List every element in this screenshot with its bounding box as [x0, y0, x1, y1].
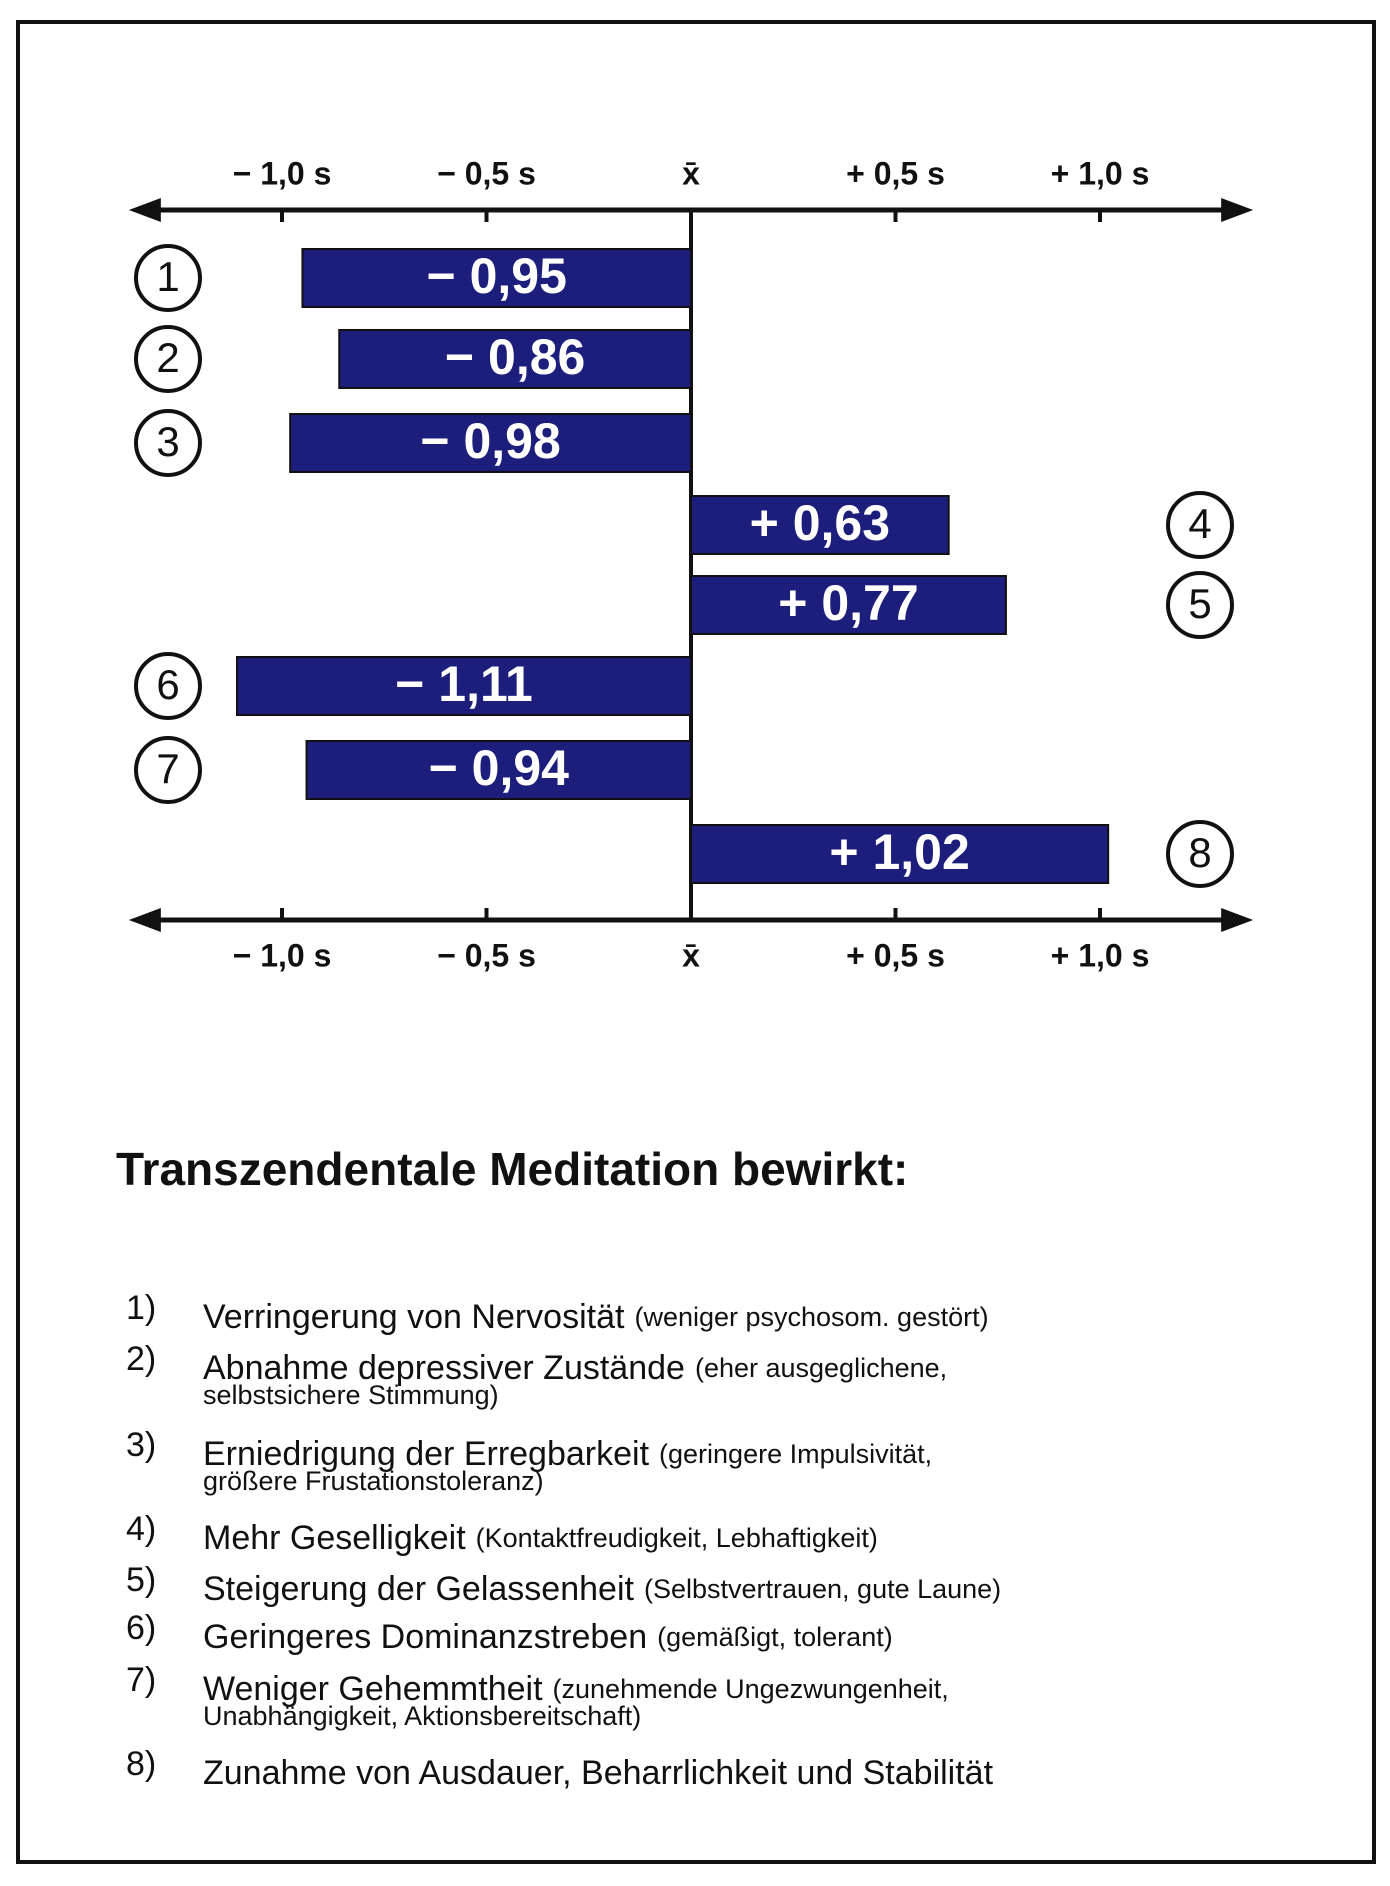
category-label: 7: [156, 745, 179, 792]
bar: [301, 248, 692, 308]
note-text: Erniedrigung der Erregbarkeit (geringere …: [203, 1435, 932, 1473]
note-detail: (Kontaktfreudigkeit, Lebhaftigkeit): [476, 1523, 878, 1553]
note-number: 5): [126, 1561, 156, 1599]
chart-title: Transzendentale Meditation bewirkt:: [116, 1143, 908, 1195]
bar: [690, 824, 1110, 884]
x-tick-label: − 0,5 s: [437, 155, 536, 191]
axis-arrow: [1221, 198, 1254, 222]
data-label: + 0,77: [778, 575, 918, 631]
data-label: − 0,86: [445, 329, 585, 385]
data-label: + 0,63: [750, 495, 890, 551]
note-main: Weniger Gehemmtheit: [203, 1670, 543, 1708]
note-main: Verringerung von Nervosität: [203, 1298, 625, 1336]
note-number: 1): [126, 1289, 156, 1327]
x-tick-label: − 0,5 s: [437, 937, 536, 973]
frame: [16, 20, 1376, 1864]
data-label: − 0,94: [429, 740, 570, 796]
bar: [690, 575, 1007, 635]
category-label: 1: [156, 253, 179, 300]
x-tick-label: + 0,5 s: [846, 155, 945, 191]
note-number: 3): [126, 1426, 156, 1464]
note-text: Geringeres Dominanzstreben (gemäßigt, tol…: [203, 1618, 893, 1656]
note-detail: (gemäßigt, tolerant): [657, 1622, 893, 1652]
x-tick-label: x̄: [682, 937, 700, 973]
category-label: 4: [1188, 500, 1211, 547]
note-text: Zunahme von Ausdauer, Beharrlichkeit und…: [203, 1754, 994, 1792]
axis-arrow: [128, 908, 161, 932]
category-circle: [134, 409, 202, 477]
note-number: 7): [126, 1661, 156, 1699]
x-tick-label: − 1,0 s: [233, 155, 332, 191]
note-detail: (Selbstvertrauen, gute Laune): [644, 1574, 1001, 1604]
note-detail: selbstsichere Stimmung): [203, 1380, 499, 1410]
x-tick-label: − 1,0 s: [233, 937, 332, 973]
note-main: Erniedrigung der Erregbarkeit: [203, 1435, 650, 1473]
x-tick-label: + 0,5 s: [846, 937, 945, 973]
category-circle: [134, 325, 202, 393]
note-main: Steigerung der Gelassenheit: [203, 1570, 634, 1608]
x-tick-label: x̄: [682, 155, 700, 191]
bar: [236, 656, 692, 716]
axis-arrow: [1221, 908, 1254, 932]
note-text: Mehr Geselligkeit (Kontaktfreudigkeit, Le…: [203, 1519, 878, 1557]
note-number: 4): [126, 1510, 156, 1548]
note-detail: (weniger psychosom. gestört): [634, 1302, 988, 1332]
note-detail: (zunehmende Ungezwungenheit,: [553, 1674, 949, 1704]
note-text: Steigerung der Gelassenheit (Selbstvertra…: [203, 1570, 1001, 1608]
note-detail: Unabhängigkeit, Aktionsbereitschaft): [203, 1701, 641, 1731]
note-main: Mehr Geselligkeit: [203, 1519, 466, 1557]
bar: [338, 329, 692, 389]
x-tick-label: + 1,0 s: [1051, 155, 1150, 191]
category-label: 5: [1188, 580, 1211, 627]
category-circle: [1166, 491, 1234, 559]
data-label: − 0,95: [427, 248, 567, 304]
category-circle: [134, 736, 202, 804]
note-text: Abnahme depressiver Zustände (eher ausgeg…: [203, 1349, 947, 1387]
note-detail: (eher ausgeglichene,: [695, 1353, 947, 1383]
category-circle: [1166, 820, 1234, 888]
category-circle: [134, 652, 202, 720]
category-label: 8: [1188, 829, 1211, 876]
note-main: Geringeres Dominanzstreben: [203, 1618, 647, 1656]
note-text: Weniger Gehemmtheit (zunehmende Ungezwung…: [203, 1670, 949, 1708]
category-circle: [1166, 571, 1234, 639]
bar: [289, 413, 692, 473]
data-label: − 1,11: [395, 656, 533, 712]
data-label: − 0,98: [420, 413, 560, 469]
note-number: 8): [126, 1745, 156, 1783]
note-detail: größere Frustationstoleranz): [203, 1466, 544, 1496]
category-label: 3: [156, 418, 179, 465]
category-label: 2: [156, 334, 179, 381]
note-number: 6): [126, 1609, 156, 1647]
note-text: Verringerung von Nervosität (weniger psyc…: [203, 1298, 989, 1336]
note-main: Abnahme depressiver Zustände: [203, 1349, 685, 1387]
note-detail: (geringere Impulsivität,: [659, 1439, 932, 1469]
data-label: + 1,02: [829, 824, 969, 880]
note-main: Zunahme von Ausdauer, Beharrlichkeit und…: [203, 1754, 994, 1792]
axis-arrow: [128, 198, 161, 222]
category-label: 6: [156, 661, 179, 708]
bar: [690, 495, 950, 555]
note-number: 2): [126, 1340, 156, 1378]
bar: [305, 740, 692, 800]
x-tick-label: + 1,0 s: [1051, 937, 1150, 973]
category-circle: [134, 244, 202, 312]
